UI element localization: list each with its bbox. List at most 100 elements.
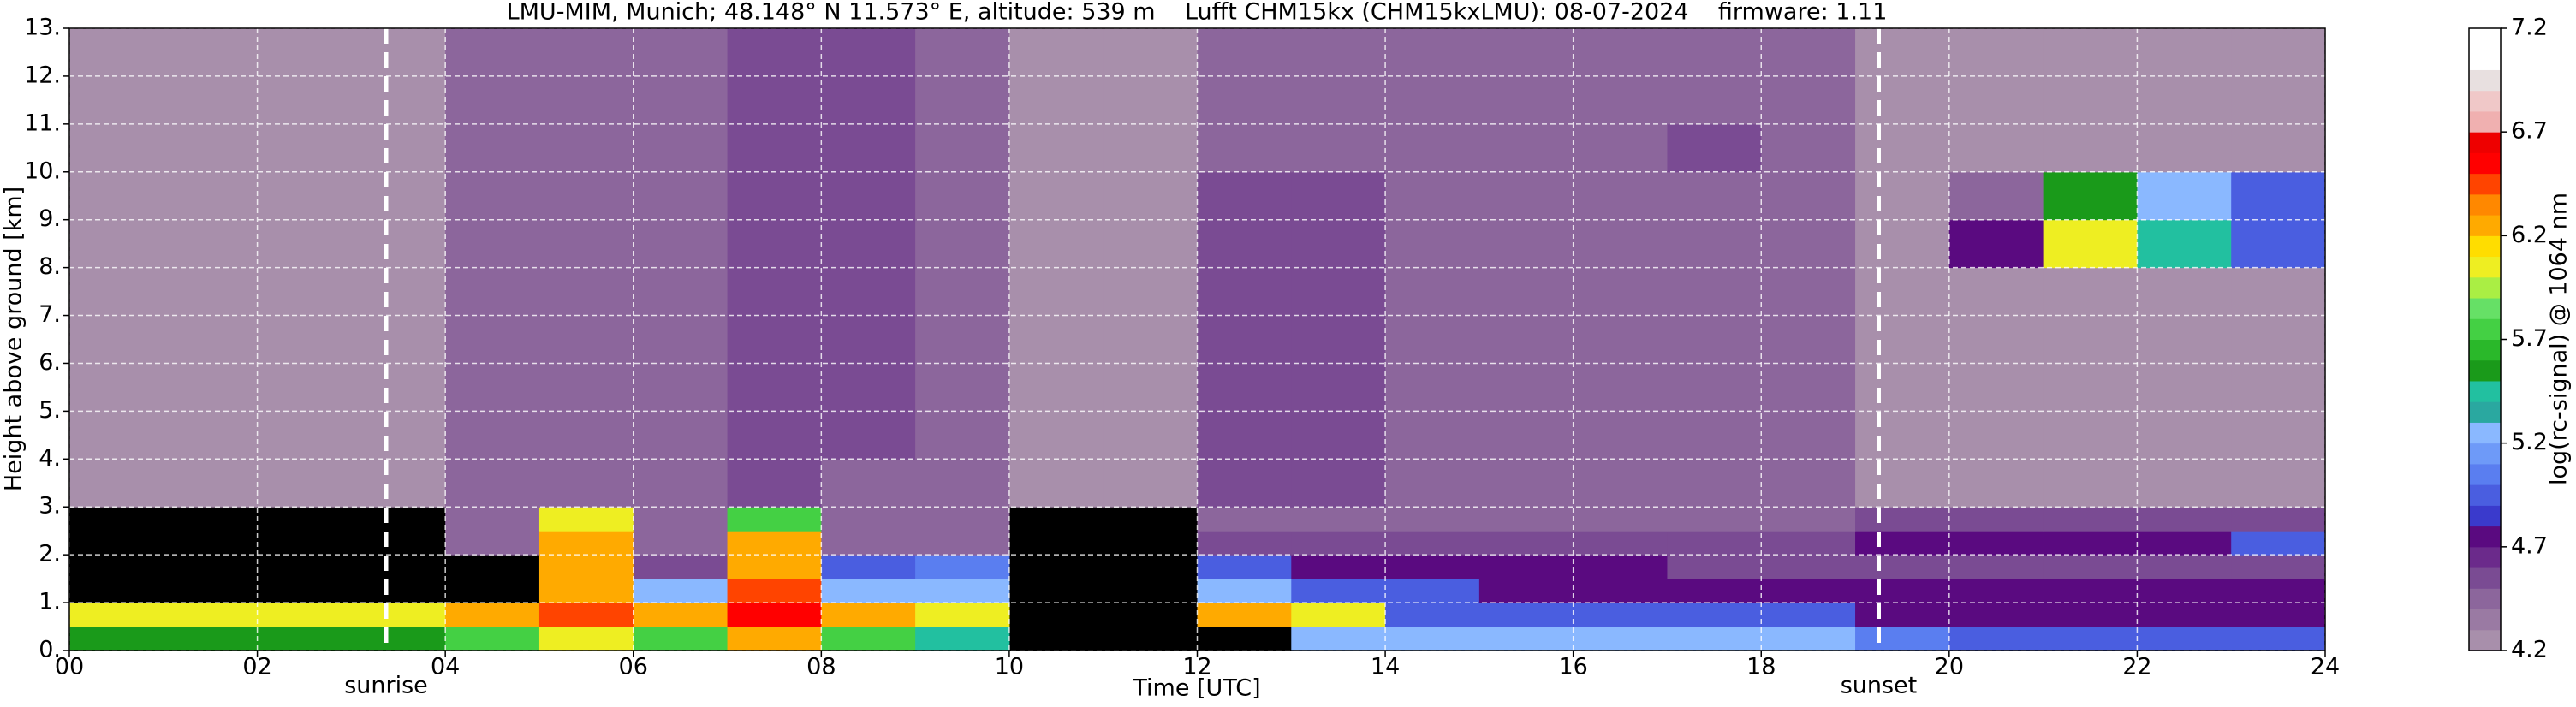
- heatmap-cell: [1761, 459, 1856, 508]
- colorbar-tick-label: 6.2: [2511, 222, 2548, 248]
- heatmap-cell: [633, 579, 729, 603]
- heatmap-cell: [1291, 459, 1386, 508]
- heatmap-cell: [1385, 267, 1480, 317]
- heatmap-cell: [1573, 507, 1668, 532]
- heatmap-cell: [1667, 171, 1762, 221]
- heatmap-cell: [2137, 531, 2232, 556]
- heatmap-cell: [1948, 123, 2044, 173]
- heatmap-cell: [2231, 363, 2326, 412]
- heatmap-cell: [915, 627, 1010, 651]
- colorbar-swatch: [2469, 28, 2501, 50]
- colorbar-swatch: [2469, 505, 2501, 527]
- heatmap-cell: [821, 627, 916, 651]
- heatmap-cell: [351, 75, 446, 125]
- heatmap-cell: [2231, 459, 2326, 508]
- heatmap-cell: [1291, 75, 1386, 125]
- heatmap-cell: [1197, 171, 1292, 221]
- heatmap-cell: [163, 75, 259, 125]
- heatmap-cell: [1197, 459, 1292, 508]
- heatmap-cell: [1573, 267, 1668, 317]
- heatmap-cell: [445, 627, 540, 651]
- heatmap-cell: [1385, 531, 1480, 556]
- heatmap-cell: [445, 267, 540, 317]
- heatmap-cell: [1385, 123, 1480, 173]
- heatmap-cell: [1761, 531, 1856, 556]
- heatmap-cell: [1948, 627, 2044, 651]
- heatmap-cell: [2231, 531, 2326, 556]
- x-tick-label: 06: [619, 654, 648, 680]
- heatmap-cell: [538, 28, 634, 77]
- heatmap-cell: [1478, 75, 1574, 125]
- heatmap-cell: [2231, 123, 2326, 173]
- heatmap-cell: [1385, 603, 1480, 627]
- heatmap-cell: [69, 603, 164, 627]
- heatmap-cell: [1761, 171, 1856, 221]
- heatmap-cell: [163, 171, 259, 221]
- heatmap-cell: [445, 363, 540, 412]
- heatmap-cell: [2043, 603, 2138, 627]
- heatmap-cell: [2137, 603, 2232, 627]
- heatmap-cell: [1385, 555, 1480, 579]
- annotation-label: sunset: [1841, 673, 1918, 699]
- heatmap-cell: [69, 219, 164, 269]
- colorbar-swatch: [2469, 401, 2501, 423]
- heatmap-cell: [1385, 579, 1480, 603]
- heatmap-cell: [1291, 627, 1386, 651]
- heatmap-cell: [821, 579, 916, 603]
- heatmap-cell: [1291, 603, 1386, 627]
- heatmap-cell: [1667, 579, 1762, 603]
- x-tick-label: 12: [1182, 654, 1211, 680]
- heatmap-cell: [1103, 459, 1198, 508]
- colorbar-swatch: [2469, 339, 2501, 361]
- heatmap-cell: [1573, 555, 1668, 579]
- colorbar-label: log(rc-signal) @ 1064 nm: [2546, 193, 2573, 485]
- colorbar-swatch: [2469, 235, 2501, 258]
- chart-title: LMU-MIM, Munich; 48.148° N 11.573° E, al…: [507, 0, 1888, 26]
- y-tick-label: 2.: [39, 541, 61, 567]
- heatmap-cell: [445, 28, 540, 77]
- y-tick-label: 8.: [39, 253, 61, 280]
- heatmap-cell: [1478, 171, 1574, 221]
- heatmap-cell: [69, 28, 164, 77]
- heatmap-cell: [1573, 315, 1668, 364]
- heatmap-cell: [2043, 363, 2138, 412]
- heatmap-cell: [1291, 171, 1386, 221]
- heatmap-cell: [1855, 627, 1950, 651]
- heatmap-cell: [1761, 315, 1856, 364]
- heatmap-cell: [1855, 219, 1950, 269]
- x-tick-label: 08: [806, 654, 836, 680]
- heatmap-cell: [2043, 627, 2138, 651]
- heatmap-cell: [351, 363, 446, 412]
- heatmap-cell: [633, 123, 729, 173]
- heatmap-cell: [727, 531, 822, 556]
- heatmap-cell: [257, 123, 352, 173]
- heatmap-cell: [257, 627, 352, 651]
- heatmap-cell: [915, 603, 1010, 627]
- heatmap-cell: [1008, 267, 1104, 317]
- colorbar-swatch: [2469, 380, 2501, 402]
- heatmap-cell: [727, 171, 822, 221]
- y-axis-label: Height above ground [km]: [1, 187, 27, 491]
- heatmap-cell: [1761, 123, 1856, 173]
- heatmap-cell: [633, 555, 729, 579]
- heatmap-cell: [1667, 459, 1762, 508]
- colorbar-swatch: [2469, 110, 2501, 133]
- heatmap-cell: [1103, 411, 1198, 460]
- heatmap-cell: [1478, 219, 1574, 269]
- heatmap-cell: [2137, 363, 2232, 412]
- heatmap-cell: [1761, 267, 1856, 317]
- heatmap-cell: [2043, 171, 2138, 221]
- heatmap-cell: [69, 315, 164, 364]
- heatmap-cell: [1385, 627, 1480, 651]
- heatmap-cell: [1197, 555, 1292, 579]
- heatmap-cell: [821, 219, 916, 269]
- heatmap-cell: [2231, 555, 2326, 579]
- heatmap-cell: [1008, 219, 1104, 269]
- heatmap-cell: [1948, 219, 2044, 269]
- heatmap-cell: [1478, 267, 1574, 317]
- heatmap-cell: [1197, 531, 1292, 556]
- heatmap-cell: [727, 603, 822, 627]
- heatmap-cell: [727, 75, 822, 125]
- heatmap-cell: [1008, 315, 1104, 364]
- heatmap-cell: [1855, 123, 1950, 173]
